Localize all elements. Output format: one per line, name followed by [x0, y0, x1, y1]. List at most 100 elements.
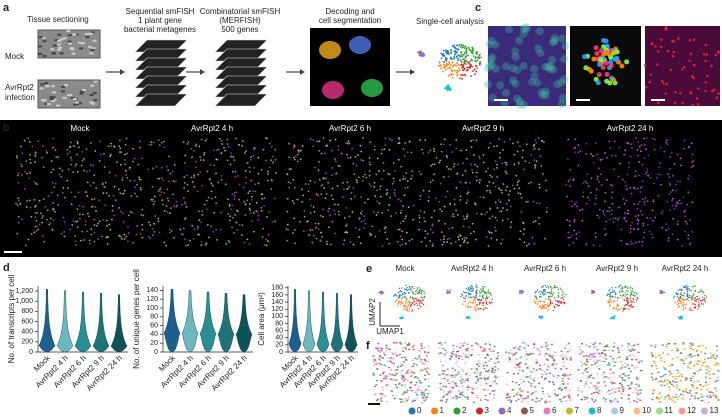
cell-mark — [562, 362, 565, 364]
transcript — [478, 181, 481, 184]
cell-mark — [635, 389, 638, 392]
transcript — [84, 220, 87, 223]
transcript — [357, 154, 359, 156]
signal — [689, 52, 693, 56]
transcript — [613, 168, 616, 171]
cell-mark — [714, 387, 717, 390]
signal — [487, 60, 496, 69]
transcript — [486, 211, 488, 214]
cell-mark — [693, 395, 696, 397]
umap-point — [545, 303, 547, 306]
cell-mark — [410, 366, 413, 368]
cell-mark — [530, 353, 533, 355]
y-tick-label: 0 — [29, 349, 33, 356]
transcript — [288, 186, 291, 189]
cell-mark — [379, 355, 382, 357]
transcript — [374, 195, 377, 198]
transcript — [93, 224, 96, 226]
transcript — [653, 182, 655, 185]
cell-mark — [407, 396, 410, 399]
umap-point — [455, 71, 458, 74]
umap-point — [677, 300, 679, 302]
transcript — [456, 213, 459, 216]
cell-mark — [565, 389, 568, 392]
transcript — [293, 217, 296, 220]
signal — [604, 50, 610, 56]
cell-mark — [627, 344, 630, 346]
transcript — [465, 181, 467, 184]
cell-mark — [640, 370, 643, 372]
cell-mark — [424, 346, 427, 349]
transcript — [231, 226, 233, 229]
umap-point — [480, 56, 482, 59]
umap-point — [539, 293, 542, 295]
cell-mark — [402, 346, 405, 349]
transcript — [202, 159, 205, 161]
transcript — [101, 235, 103, 238]
cell-mark — [667, 342, 670, 345]
cell-mark — [548, 380, 551, 383]
umap-point — [562, 292, 565, 294]
cell-mark — [592, 353, 595, 356]
transcript — [675, 202, 678, 205]
transcript — [195, 143, 198, 146]
transcript — [317, 169, 320, 172]
cell-mark — [484, 343, 487, 345]
transcript — [406, 179, 409, 182]
umap-point — [704, 294, 706, 297]
cell-mark — [424, 389, 427, 392]
cell-mark — [620, 384, 623, 386]
transcript — [248, 242, 251, 245]
umap-point — [444, 68, 447, 71]
umap-point — [684, 299, 687, 301]
transcript — [627, 212, 630, 215]
transcript — [307, 190, 310, 193]
cell-mark — [697, 380, 700, 382]
umap-point — [553, 297, 556, 299]
transcript — [84, 224, 87, 226]
transcript — [491, 215, 494, 218]
umap-point — [447, 289, 449, 291]
violin — [181, 290, 199, 353]
cell-mark — [590, 364, 593, 366]
transcript — [122, 212, 124, 214]
umap-point — [621, 290, 624, 292]
y-tick-label: 120 — [146, 296, 158, 303]
tissue-texture — [57, 33, 62, 36]
umap-point — [704, 299, 706, 302]
transcript — [257, 182, 260, 185]
cell-mark — [663, 366, 666, 369]
transcript — [231, 193, 234, 196]
cell-mark — [471, 349, 474, 351]
cell-mark — [582, 355, 585, 357]
axis-title: UMAP2 — [368, 298, 377, 326]
transcript — [427, 232, 429, 235]
transcript — [190, 147, 193, 150]
transcript — [579, 150, 582, 152]
signal — [515, 97, 524, 106]
transcript — [397, 142, 400, 145]
signal — [604, 71, 610, 77]
transcript — [179, 228, 182, 231]
cell-mark — [400, 343, 403, 345]
transcript — [585, 243, 588, 246]
umap-point — [681, 317, 684, 320]
cell-mark — [636, 366, 639, 368]
transcript — [365, 176, 368, 179]
cell-mark — [519, 345, 522, 348]
umap-point — [625, 299, 628, 301]
transcript — [29, 158, 31, 161]
cell-mark — [635, 383, 638, 386]
transcript — [442, 143, 445, 146]
tissue-texture — [40, 83, 45, 86]
cell-mark — [492, 350, 495, 352]
transcript — [163, 241, 166, 244]
cell-mark — [601, 360, 604, 363]
transcript — [404, 242, 407, 245]
transcript — [429, 240, 432, 242]
transcript — [88, 215, 90, 218]
cell-mark — [698, 360, 701, 363]
umap-point — [418, 290, 420, 293]
cell-mark — [416, 394, 419, 397]
umap-point — [469, 317, 471, 319]
